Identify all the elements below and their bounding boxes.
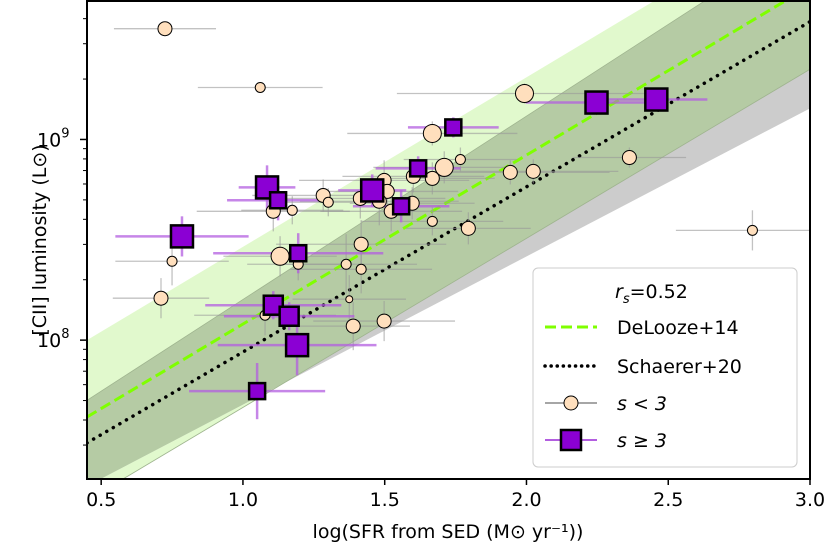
data-point-circle	[340, 258, 352, 270]
data-point-square	[644, 87, 669, 112]
data-point-circle	[460, 220, 476, 236]
schaerer-relation-line	[87, 19, 810, 445]
x-tick-label: 0.5	[86, 489, 116, 511]
data-point-square	[408, 159, 428, 178]
plot-frame	[86, 0, 811, 480]
axes: 0.5 1.0 1.5 2.0 2.5 3.0 108 109	[37, 18, 825, 511]
data-point-circle	[322, 196, 334, 208]
data-point-circle	[166, 255, 178, 267]
x-tick-label: 1.0	[228, 489, 258, 511]
data-point-circle	[621, 150, 637, 166]
data-point-square	[584, 90, 609, 115]
x-tick-label: 2.5	[653, 489, 683, 511]
data-point-square	[284, 332, 310, 358]
legend: rs=0.52 DeLooze+14 Schaerer+20 s < 3 s ≥…	[532, 267, 798, 468]
data-point-circle	[502, 164, 518, 180]
data-point-circle	[353, 236, 369, 252]
data-point-circle	[345, 318, 361, 334]
data-point-circle	[424, 170, 440, 186]
x-tick-label: 3.0	[795, 489, 825, 511]
y-axis-label: [CII] luminosity (L⊙)	[29, 144, 51, 335]
data-point-square	[247, 381, 267, 401]
legend-square-marker	[559, 428, 583, 452]
data-point-square	[268, 191, 288, 210]
legend-s-lt-3-label: s < 3	[617, 393, 667, 415]
data-point-circle	[426, 215, 438, 227]
data-point-square	[278, 305, 300, 328]
data-point-circle	[525, 163, 541, 179]
data-point-circle	[376, 313, 392, 329]
data-point-square	[288, 243, 308, 263]
data-point-square	[359, 178, 385, 203]
data-point-circle	[434, 157, 454, 177]
y-tick-label: 108	[37, 327, 69, 352]
legend-title: rs=0.52	[615, 281, 688, 307]
data-point-square	[262, 294, 285, 316]
band-edge	[122, 68, 810, 479]
legend-s-ge-3-label: s ≥ 3	[617, 430, 667, 452]
data-point-square	[444, 118, 463, 137]
relation-bands	[87, 1, 810, 479]
data-point-circle	[422, 123, 442, 143]
x-axis-label: log(SFR from SED (M⊙ yr⁻¹))	[313, 521, 584, 543]
data-point-circle	[454, 154, 466, 166]
data-points	[112, 21, 810, 420]
legend-circle-marker	[563, 395, 579, 411]
legend-box	[532, 267, 798, 468]
data-point-circle	[286, 204, 298, 216]
x-tick-label: 1.5	[370, 489, 400, 511]
data-point-circle	[355, 263, 367, 275]
data-point-square	[169, 224, 195, 249]
data-point-circle	[270, 246, 290, 266]
band-overlap-region	[87, 1, 810, 479]
data-point-square	[391, 197, 411, 216]
data-point-circle	[153, 290, 169, 306]
legend-schaerer-label: Schaerer+20	[617, 356, 742, 378]
data-point-circle	[345, 295, 354, 304]
legend-delooze-label: DeLooze+14	[617, 317, 739, 339]
data-point-circle	[157, 21, 173, 37]
data-point-circle	[746, 224, 758, 236]
x-tick-label: 2.0	[511, 489, 541, 511]
data-point-circle	[254, 81, 266, 93]
data-point-circle	[514, 84, 534, 104]
y-tick-label: 109	[37, 126, 69, 151]
